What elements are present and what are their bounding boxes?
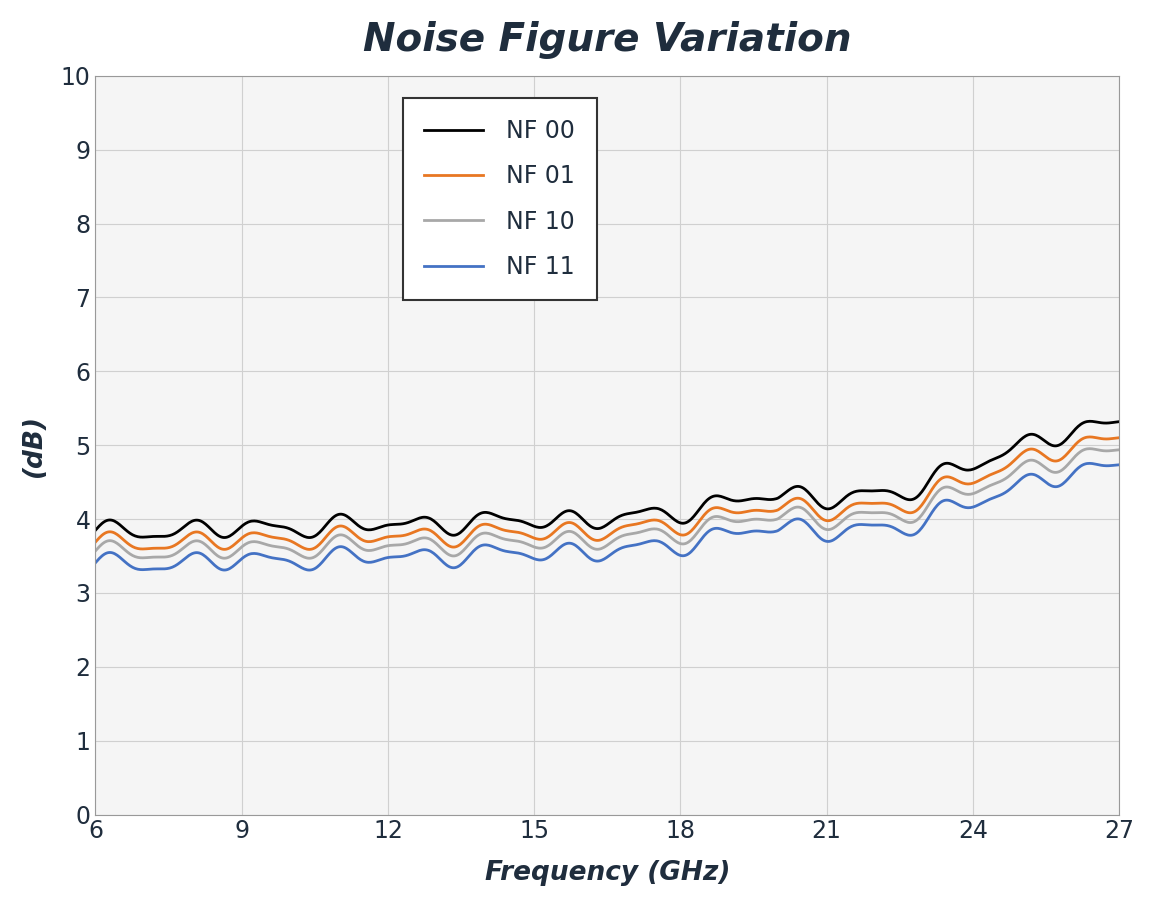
NF 01 bbox=[742, 506, 755, 517]
NF 11 bbox=[684, 546, 698, 557]
NF 10 bbox=[742, 514, 755, 525]
NF 01 bbox=[1082, 432, 1096, 443]
NF 00 bbox=[89, 525, 103, 536]
NF 10 bbox=[971, 486, 985, 497]
NF 11 bbox=[971, 500, 985, 511]
NF 10 bbox=[151, 551, 165, 562]
Line: NF 01: NF 01 bbox=[96, 437, 1119, 550]
NF 11 bbox=[151, 563, 165, 574]
NF 00 bbox=[151, 531, 165, 541]
NF 10 bbox=[684, 534, 698, 545]
NF 10 bbox=[89, 545, 103, 556]
Y-axis label: (dB): (dB) bbox=[21, 414, 47, 477]
NF 10 bbox=[866, 507, 880, 518]
NF 00 bbox=[1082, 415, 1096, 426]
Line: NF 11: NF 11 bbox=[96, 463, 1119, 571]
Line: NF 10: NF 10 bbox=[96, 449, 1119, 558]
NF 00 bbox=[711, 491, 725, 502]
NF 11 bbox=[303, 565, 316, 576]
NF 01 bbox=[866, 498, 880, 509]
NF 01 bbox=[303, 544, 316, 555]
NF 10 bbox=[303, 552, 316, 563]
NF 00 bbox=[971, 462, 985, 473]
NF 10 bbox=[711, 512, 725, 522]
Title: Noise Figure Variation: Noise Figure Variation bbox=[363, 21, 851, 59]
NF 01 bbox=[151, 542, 165, 553]
NF 10 bbox=[1082, 444, 1096, 454]
NF 11 bbox=[742, 526, 755, 537]
NF 01 bbox=[684, 525, 698, 536]
Line: NF 00: NF 00 bbox=[96, 421, 1119, 538]
NF 11 bbox=[866, 520, 880, 531]
NF 10 bbox=[1112, 444, 1126, 455]
NF 00 bbox=[742, 493, 755, 504]
NF 11 bbox=[1112, 459, 1126, 470]
NF 01 bbox=[711, 502, 725, 513]
Legend: NF 00, NF 01, NF 10, NF 11: NF 00, NF 01, NF 10, NF 11 bbox=[403, 98, 597, 300]
NF 00 bbox=[866, 485, 880, 496]
NF 11 bbox=[89, 557, 103, 568]
NF 00 bbox=[684, 513, 698, 524]
NF 01 bbox=[971, 475, 985, 486]
NF 11 bbox=[1082, 458, 1096, 469]
NF 00 bbox=[303, 532, 316, 543]
NF 01 bbox=[1112, 433, 1126, 444]
X-axis label: Frequency (GHz): Frequency (GHz) bbox=[485, 860, 730, 886]
NF 01 bbox=[89, 537, 103, 548]
NF 00 bbox=[1112, 416, 1126, 427]
NF 11 bbox=[711, 523, 725, 534]
